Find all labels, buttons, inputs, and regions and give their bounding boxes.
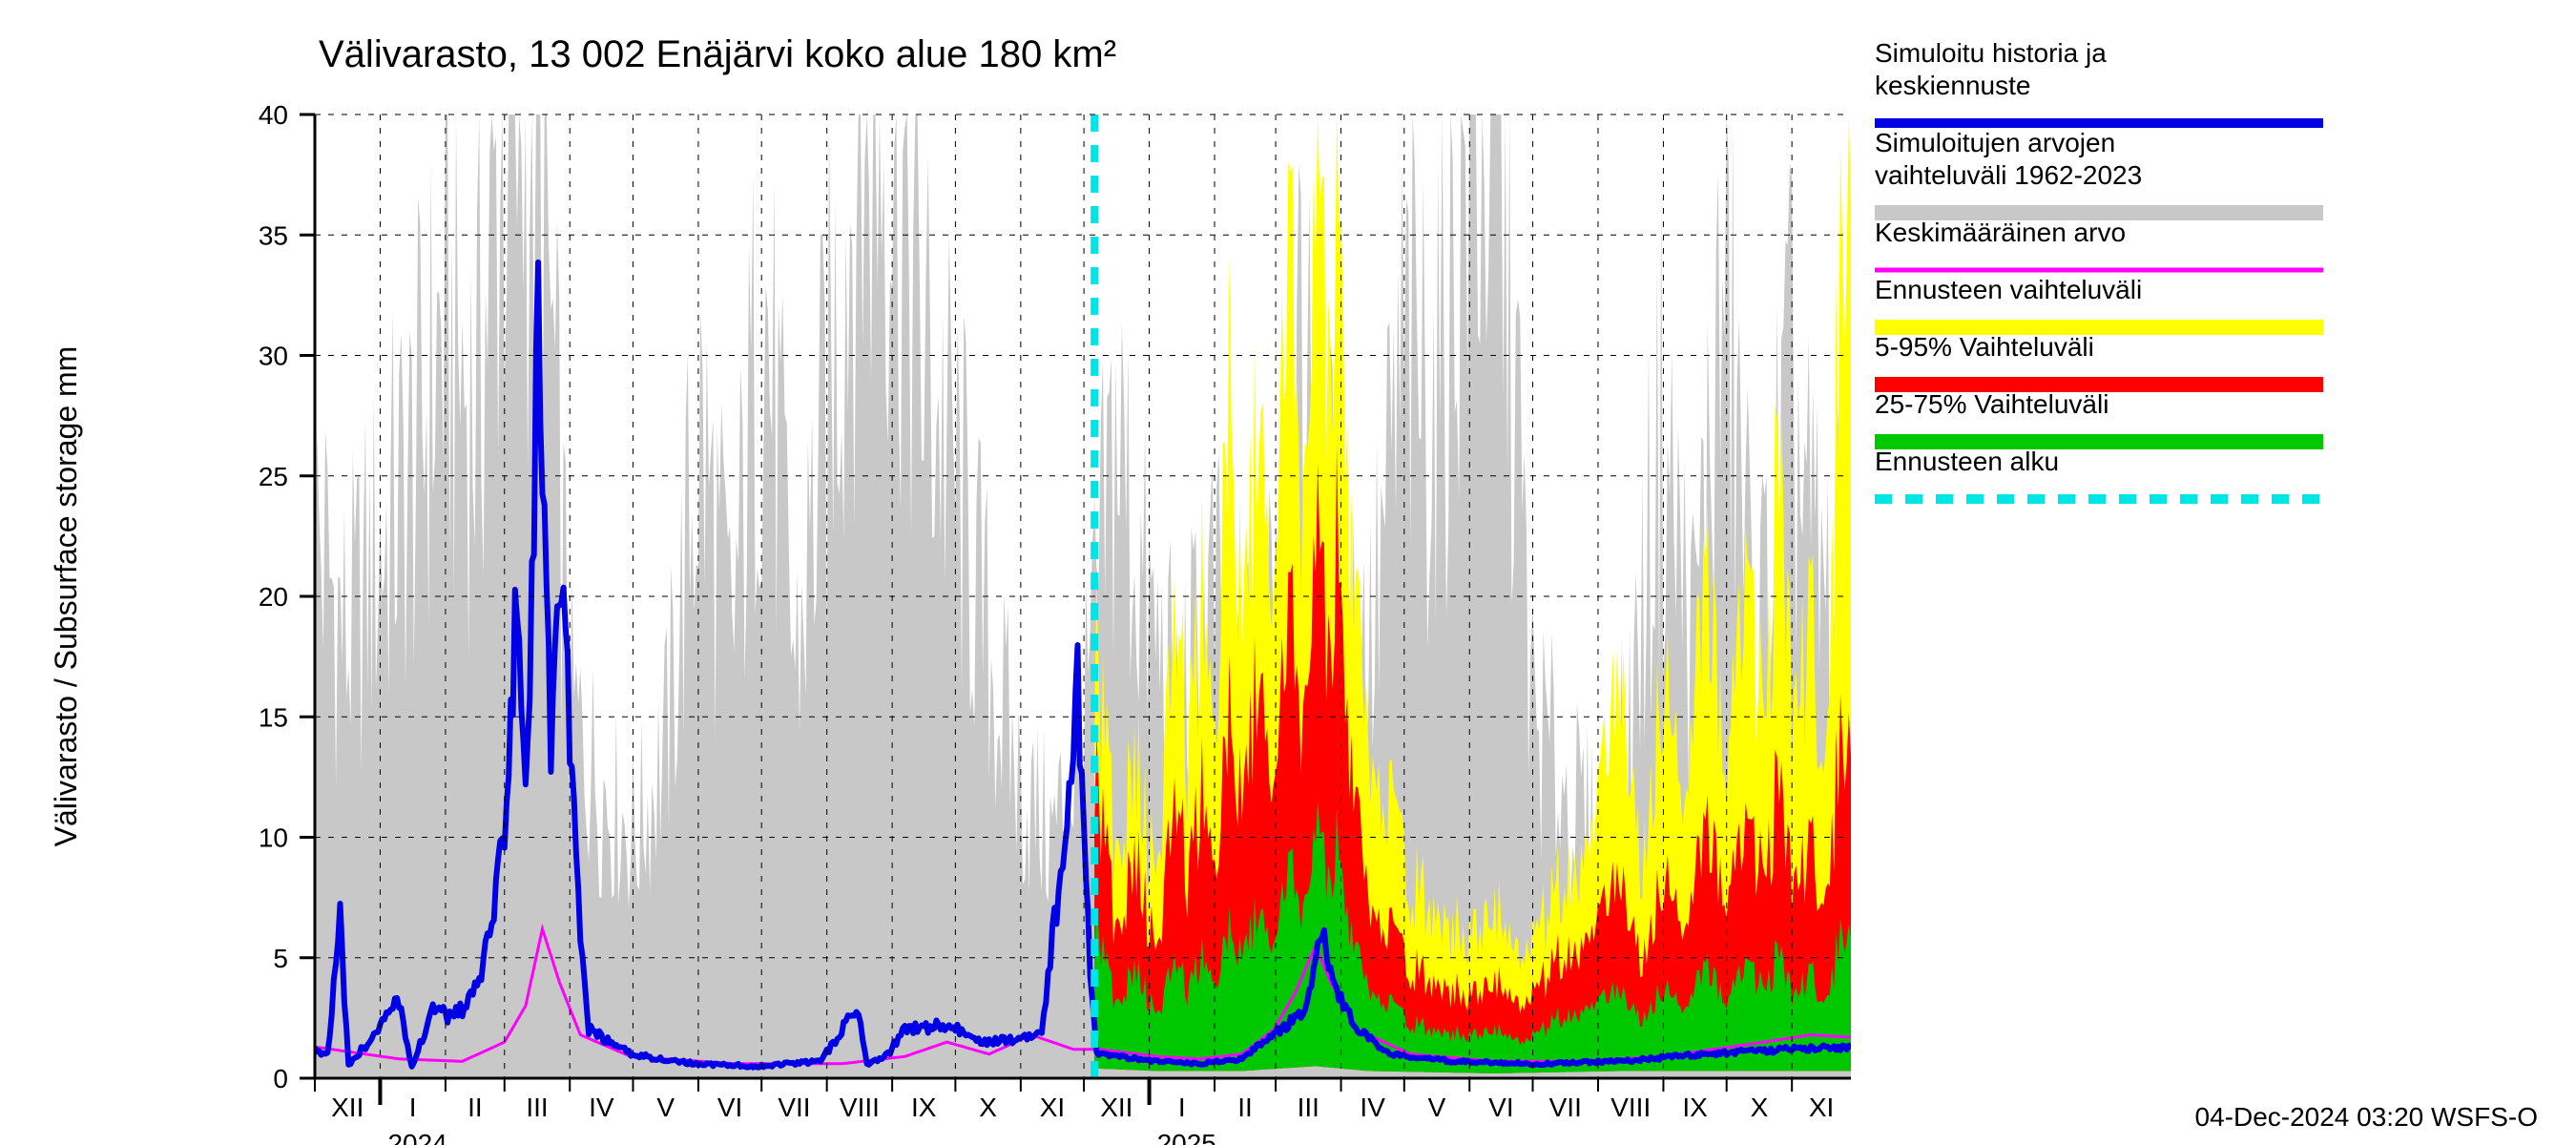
x-tick-label: XII <box>331 1093 364 1122</box>
legend-label: 5-95% Vaihteluväli <box>1875 332 2094 362</box>
x-tick-label: X <box>979 1093 997 1122</box>
chart-footer: 04-Dec-2024 03:20 WSFS-O <box>2195 1102 2539 1132</box>
x-tick-label: XI <box>1809 1093 1834 1122</box>
legend-label: Ennusteen vaihteluväli <box>1875 275 2142 304</box>
x-year-label: 2024 <box>387 1129 447 1145</box>
x-year-label: 2025 <box>1157 1129 1216 1145</box>
x-tick-label: VII <box>1549 1093 1582 1122</box>
x-tick-label: III <box>526 1093 548 1122</box>
y-tick-label: 5 <box>273 944 288 973</box>
x-tick-label: IV <box>1360 1093 1385 1122</box>
x-tick-label: III <box>1298 1093 1319 1122</box>
x-tick-label: I <box>409 1093 417 1122</box>
legend-label: keskiennuste <box>1875 71 2030 100</box>
y-tick-label: 25 <box>259 462 288 491</box>
x-tick-label: VIII <box>1610 1093 1651 1122</box>
x-tick-label: IX <box>911 1093 937 1122</box>
x-tick-label: XI <box>1040 1093 1065 1122</box>
chart-title: Välivarasto, 13 002 Enäjärvi koko alue 1… <box>319 33 1116 75</box>
y-tick-label: 20 <box>259 582 288 612</box>
legend-label: Ennusteen alku <box>1875 447 2059 476</box>
x-tick-label: V <box>656 1093 675 1122</box>
y-tick-label: 15 <box>259 702 288 732</box>
x-tick-label: V <box>1428 1093 1446 1122</box>
legend-label: Simuloitujen arvojen <box>1875 128 2115 157</box>
chart-container: 0510152025303540XIIIIIIIIIVVVIVIIVIIIIXX… <box>0 0 2576 1145</box>
y-tick-label: 40 <box>259 100 288 130</box>
x-tick-label: II <box>1237 1093 1253 1122</box>
x-tick-label: X <box>1751 1093 1769 1122</box>
y-tick-label: 30 <box>259 342 288 371</box>
legend-label: 25-75% Vaihteluväli <box>1875 389 2109 419</box>
chart-svg: 0510152025303540XIIIIIIIIIVVVIVIIVIIIIXX… <box>0 0 2576 1145</box>
x-tick-label: VI <box>1488 1093 1513 1122</box>
y-tick-label: 0 <box>273 1064 288 1093</box>
x-tick-label: XII <box>1100 1093 1132 1122</box>
y-axis-label: Välivarasto / Subsurface storage mm <box>49 346 83 847</box>
x-tick-label: VIII <box>840 1093 880 1122</box>
y-tick-label: 10 <box>259 823 288 853</box>
x-tick-label: II <box>467 1093 483 1122</box>
legend-label: Simuloitu historia ja <box>1875 38 2107 68</box>
x-tick-label: VII <box>778 1093 810 1122</box>
legend-label: vaihteluväli 1962-2023 <box>1875 160 2142 190</box>
x-tick-label: I <box>1178 1093 1186 1122</box>
x-tick-label: VI <box>717 1093 742 1122</box>
x-tick-label: IX <box>1682 1093 1708 1122</box>
legend-label: Keskimääräinen arvo <box>1875 218 2126 247</box>
y-tick-label: 35 <box>259 220 288 250</box>
legend: Simuloitu historia ja keskiennuste Simuloi… <box>1875 38 2323 499</box>
x-tick-label: IV <box>589 1093 614 1122</box>
